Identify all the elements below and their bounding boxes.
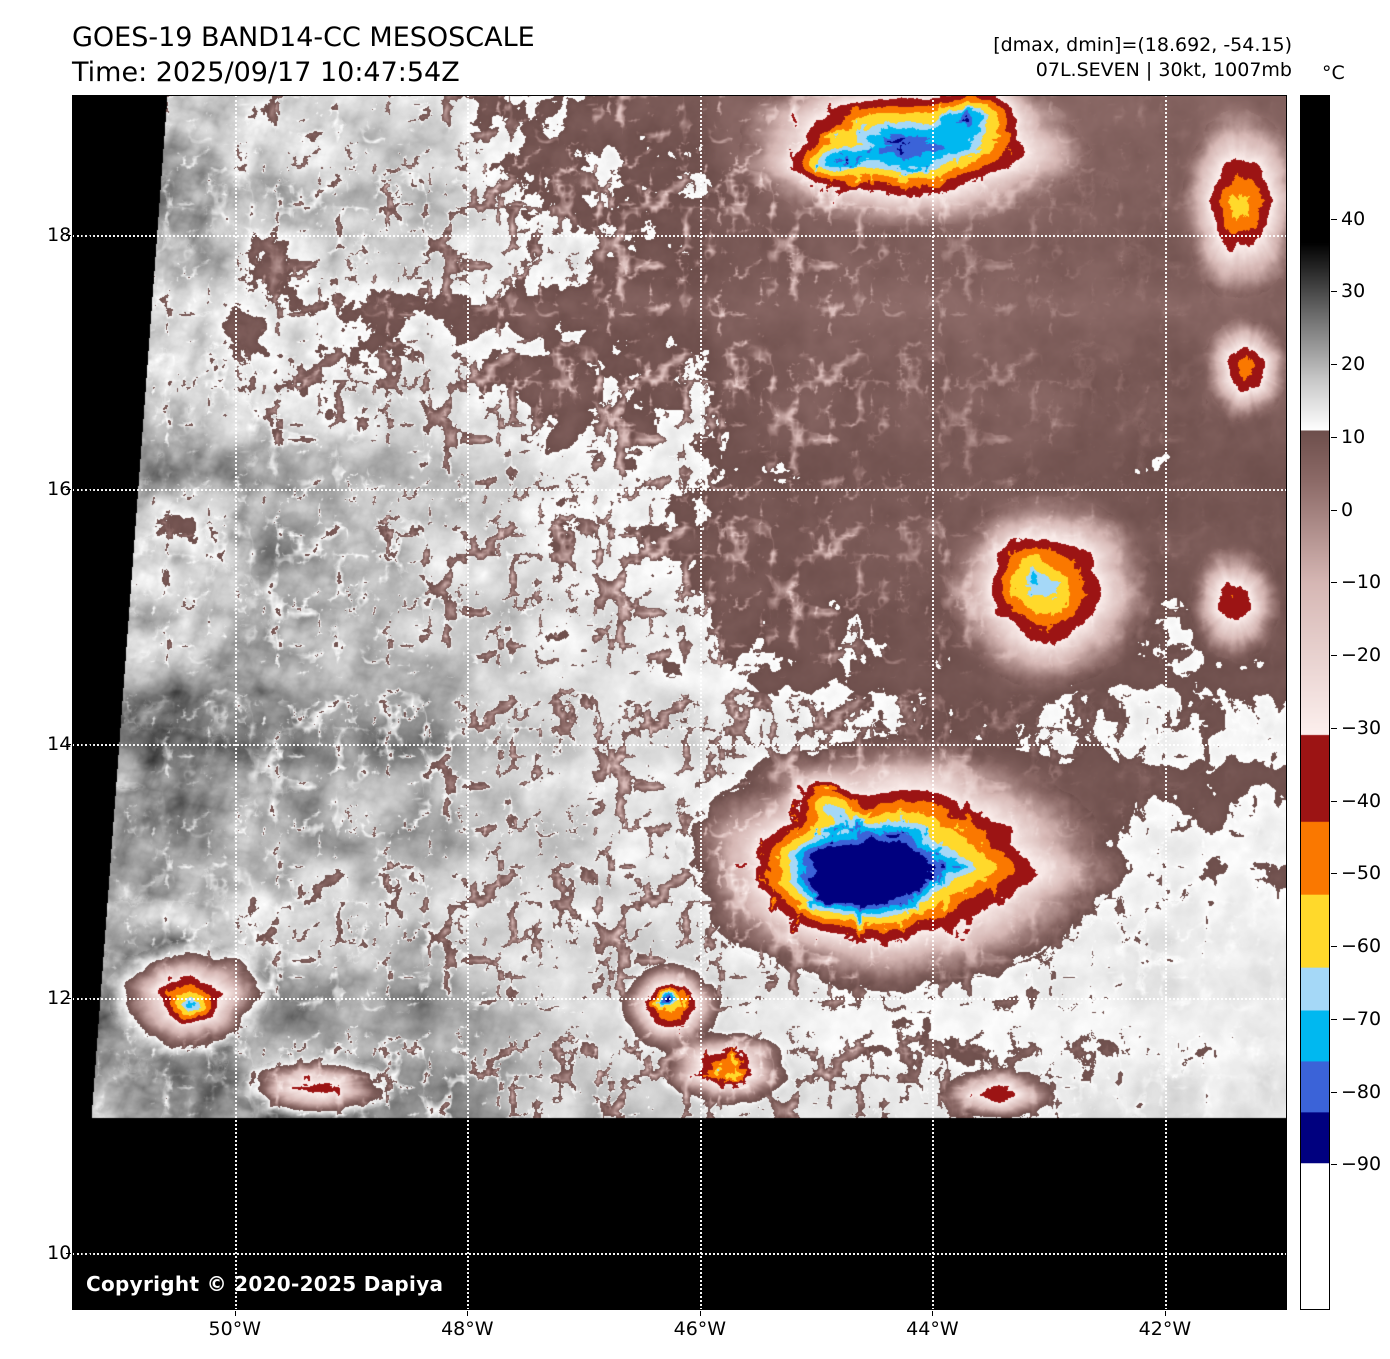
colorbar-tick-label-5: −10 xyxy=(1341,571,1382,594)
lon-tick xyxy=(467,1311,469,1316)
lon-label-50°W: 50°W xyxy=(208,1318,261,1340)
colorbar-tick-label-13: −90 xyxy=(1341,1153,1382,1176)
colorbar-tick xyxy=(1331,291,1337,293)
colorbar-tick-label-4: 0 xyxy=(1341,498,1354,521)
lon-tick xyxy=(932,1311,934,1316)
data-range-info: [dmax, dmin]=(18.692, -54.15) 07L.SEVEN |… xyxy=(993,33,1292,83)
colorbar-tick xyxy=(1331,1091,1337,1093)
colorbar-tick xyxy=(1331,727,1337,729)
lon-label-48°W: 48°W xyxy=(441,1318,494,1340)
colorbar-tick-label-8: −40 xyxy=(1341,789,1382,812)
colorbar-tick xyxy=(1331,509,1337,511)
colorbar-tick xyxy=(1331,582,1337,584)
storm-info-label: 07L.SEVEN | 30kt, 1007mb xyxy=(1035,59,1292,81)
lat-tick xyxy=(66,234,71,236)
colorbar-tick-label-1: 30 xyxy=(1341,280,1366,303)
colorbar-tick-label-7: −30 xyxy=(1341,716,1382,739)
lon-tick xyxy=(1164,1311,1166,1316)
colorbar-tick-label-2: 20 xyxy=(1341,353,1366,376)
colorbar-tick xyxy=(1331,218,1337,220)
lon-tick xyxy=(699,1311,701,1316)
colorbar-gradient xyxy=(1301,96,1329,1309)
satellite-raster xyxy=(72,95,1287,1310)
colorbar-tick-label-9: −50 xyxy=(1341,862,1382,885)
colorbar-tick xyxy=(1331,1018,1337,1020)
timestamp-label: Time: 2025/09/17 10:47:54Z xyxy=(72,57,460,88)
colorbar-tick-label-6: −20 xyxy=(1341,644,1382,667)
lat-tick xyxy=(66,998,71,1000)
temperature-colorbar[interactable] xyxy=(1300,95,1330,1310)
colorbar-tick xyxy=(1331,655,1337,657)
lat-tick xyxy=(66,489,71,491)
lon-tick xyxy=(234,1311,236,1316)
lon-label-46°W: 46°W xyxy=(673,1318,727,1340)
colorbar-tick xyxy=(1331,873,1337,875)
lat-tick xyxy=(66,1252,71,1254)
colorbar-tick-label-3: 10 xyxy=(1341,425,1366,448)
colorbar-tick xyxy=(1331,946,1337,948)
colorbar-tick xyxy=(1331,1164,1337,1166)
product-title: GOES-19 BAND14-CC MESOSCALE xyxy=(72,22,535,53)
lat-label-10°N: 10°N xyxy=(47,1241,95,1264)
satellite-image-plot[interactable] xyxy=(72,95,1287,1310)
page-title: GOES-19 BAND14-CC MESOSCALE Time: 2025/09… xyxy=(72,20,535,90)
lat-label-14°N: 14°N xyxy=(47,732,95,755)
colorbar-tick-label-11: −70 xyxy=(1341,1007,1382,1030)
lon-label-44°W: 44°W xyxy=(906,1318,959,1340)
copyright-notice: Copyright © 2020-2025 Dapiya xyxy=(86,1272,444,1296)
lon-label-42°W: 42°W xyxy=(1138,1318,1192,1340)
colorbar-tick-label-12: −80 xyxy=(1341,1080,1382,1103)
lat-label-12°N: 12°N xyxy=(47,987,95,1010)
lat-label-16°N: 16°N xyxy=(47,478,95,501)
colorbar-tick-label-0: 40 xyxy=(1341,207,1366,230)
colorbar-tick-label-10: −60 xyxy=(1341,935,1382,958)
colorbar-tick xyxy=(1331,436,1337,438)
colorbar-tick xyxy=(1331,364,1337,366)
colorbar-unit-label: °C xyxy=(1322,62,1345,84)
lat-tick xyxy=(66,743,71,745)
lat-label-18°N: 18°N xyxy=(47,223,95,246)
colorbar-tick xyxy=(1331,800,1337,802)
dmax-dmin-label: [dmax, dmin]=(18.692, -54.15) xyxy=(993,34,1292,56)
